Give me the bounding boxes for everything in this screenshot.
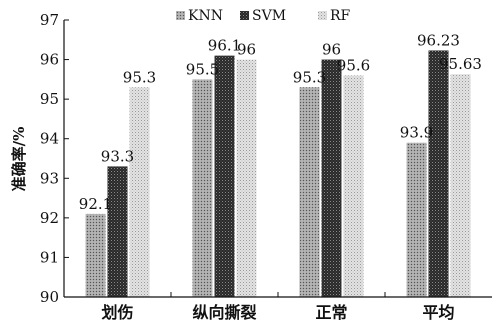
bar-knn-1 (192, 79, 213, 297)
category-labels: 划伤 纵向撕裂 正常 平均 (101, 292, 455, 322)
y-axis-title: 准确率/% (10, 127, 28, 192)
bar-rf-2 (343, 75, 364, 298)
bar-rf-3 (450, 74, 471, 297)
legend-label-rf: RF (330, 8, 351, 24)
legend-swatch-knn (176, 11, 185, 20)
bar-knn-3 (406, 142, 427, 297)
bar-rf-1 (236, 59, 257, 298)
y-axis-ticks: 90 91 92 93 94 95 96 97 (40, 11, 69, 306)
y-tick-label: 94 (40, 130, 59, 148)
data-label-svm-1: 96.1 (208, 37, 241, 55)
data-label-knn-3: 93.9 (400, 124, 433, 142)
bar-svm-0 (107, 166, 128, 297)
data-label-svm-3: 96.23 (417, 31, 460, 49)
bar-knn-0 (85, 213, 106, 297)
y-tick-label: 91 (40, 248, 59, 266)
x-category-label: 纵向撕裂 (192, 303, 256, 322)
bar-svm-1 (214, 55, 235, 297)
data-label-rf-0: 95.3 (123, 68, 156, 86)
data-label-rf-1: 96 (237, 41, 256, 59)
data-label-knn-2: 95.3 (293, 68, 326, 86)
bar-knn-2 (299, 87, 320, 298)
bars (85, 50, 471, 298)
legend-swatch-rf (318, 11, 327, 20)
data-label-rf-2: 95.6 (337, 56, 370, 74)
data-label-knn-0: 92.1 (79, 195, 112, 213)
x-category-label: 划伤 (101, 303, 133, 322)
y-tick-label: 97 (40, 11, 59, 29)
data-label-svm-2: 96 (322, 41, 341, 59)
legend: KNN SVM RF (176, 8, 351, 24)
bar-svm-3 (428, 50, 449, 297)
data-label-knn-1: 95.5 (186, 60, 219, 78)
legend-label-knn: KNN (188, 8, 223, 24)
y-tick-label: 92 (40, 209, 59, 227)
legend-label-svm: SVM (252, 8, 286, 24)
bar-rf-0 (129, 87, 150, 298)
legend-swatch-svm (240, 11, 249, 20)
x-category-label: 正常 (315, 303, 347, 322)
data-label-svm-0: 93.3 (101, 147, 134, 165)
x-category-label: 平均 (422, 303, 454, 322)
data-labels: 92.193.395.3 95.596.19695.39695.693.996.2… (79, 31, 482, 212)
y-tick-label: 93 (40, 169, 59, 187)
data-label-rf-3: 95.63 (439, 55, 482, 73)
y-tick-label: 95 (40, 90, 59, 108)
bar-svm-2 (321, 59, 342, 298)
y-tick-label: 96 (40, 51, 59, 69)
y-tick-label: 90 (40, 288, 59, 306)
